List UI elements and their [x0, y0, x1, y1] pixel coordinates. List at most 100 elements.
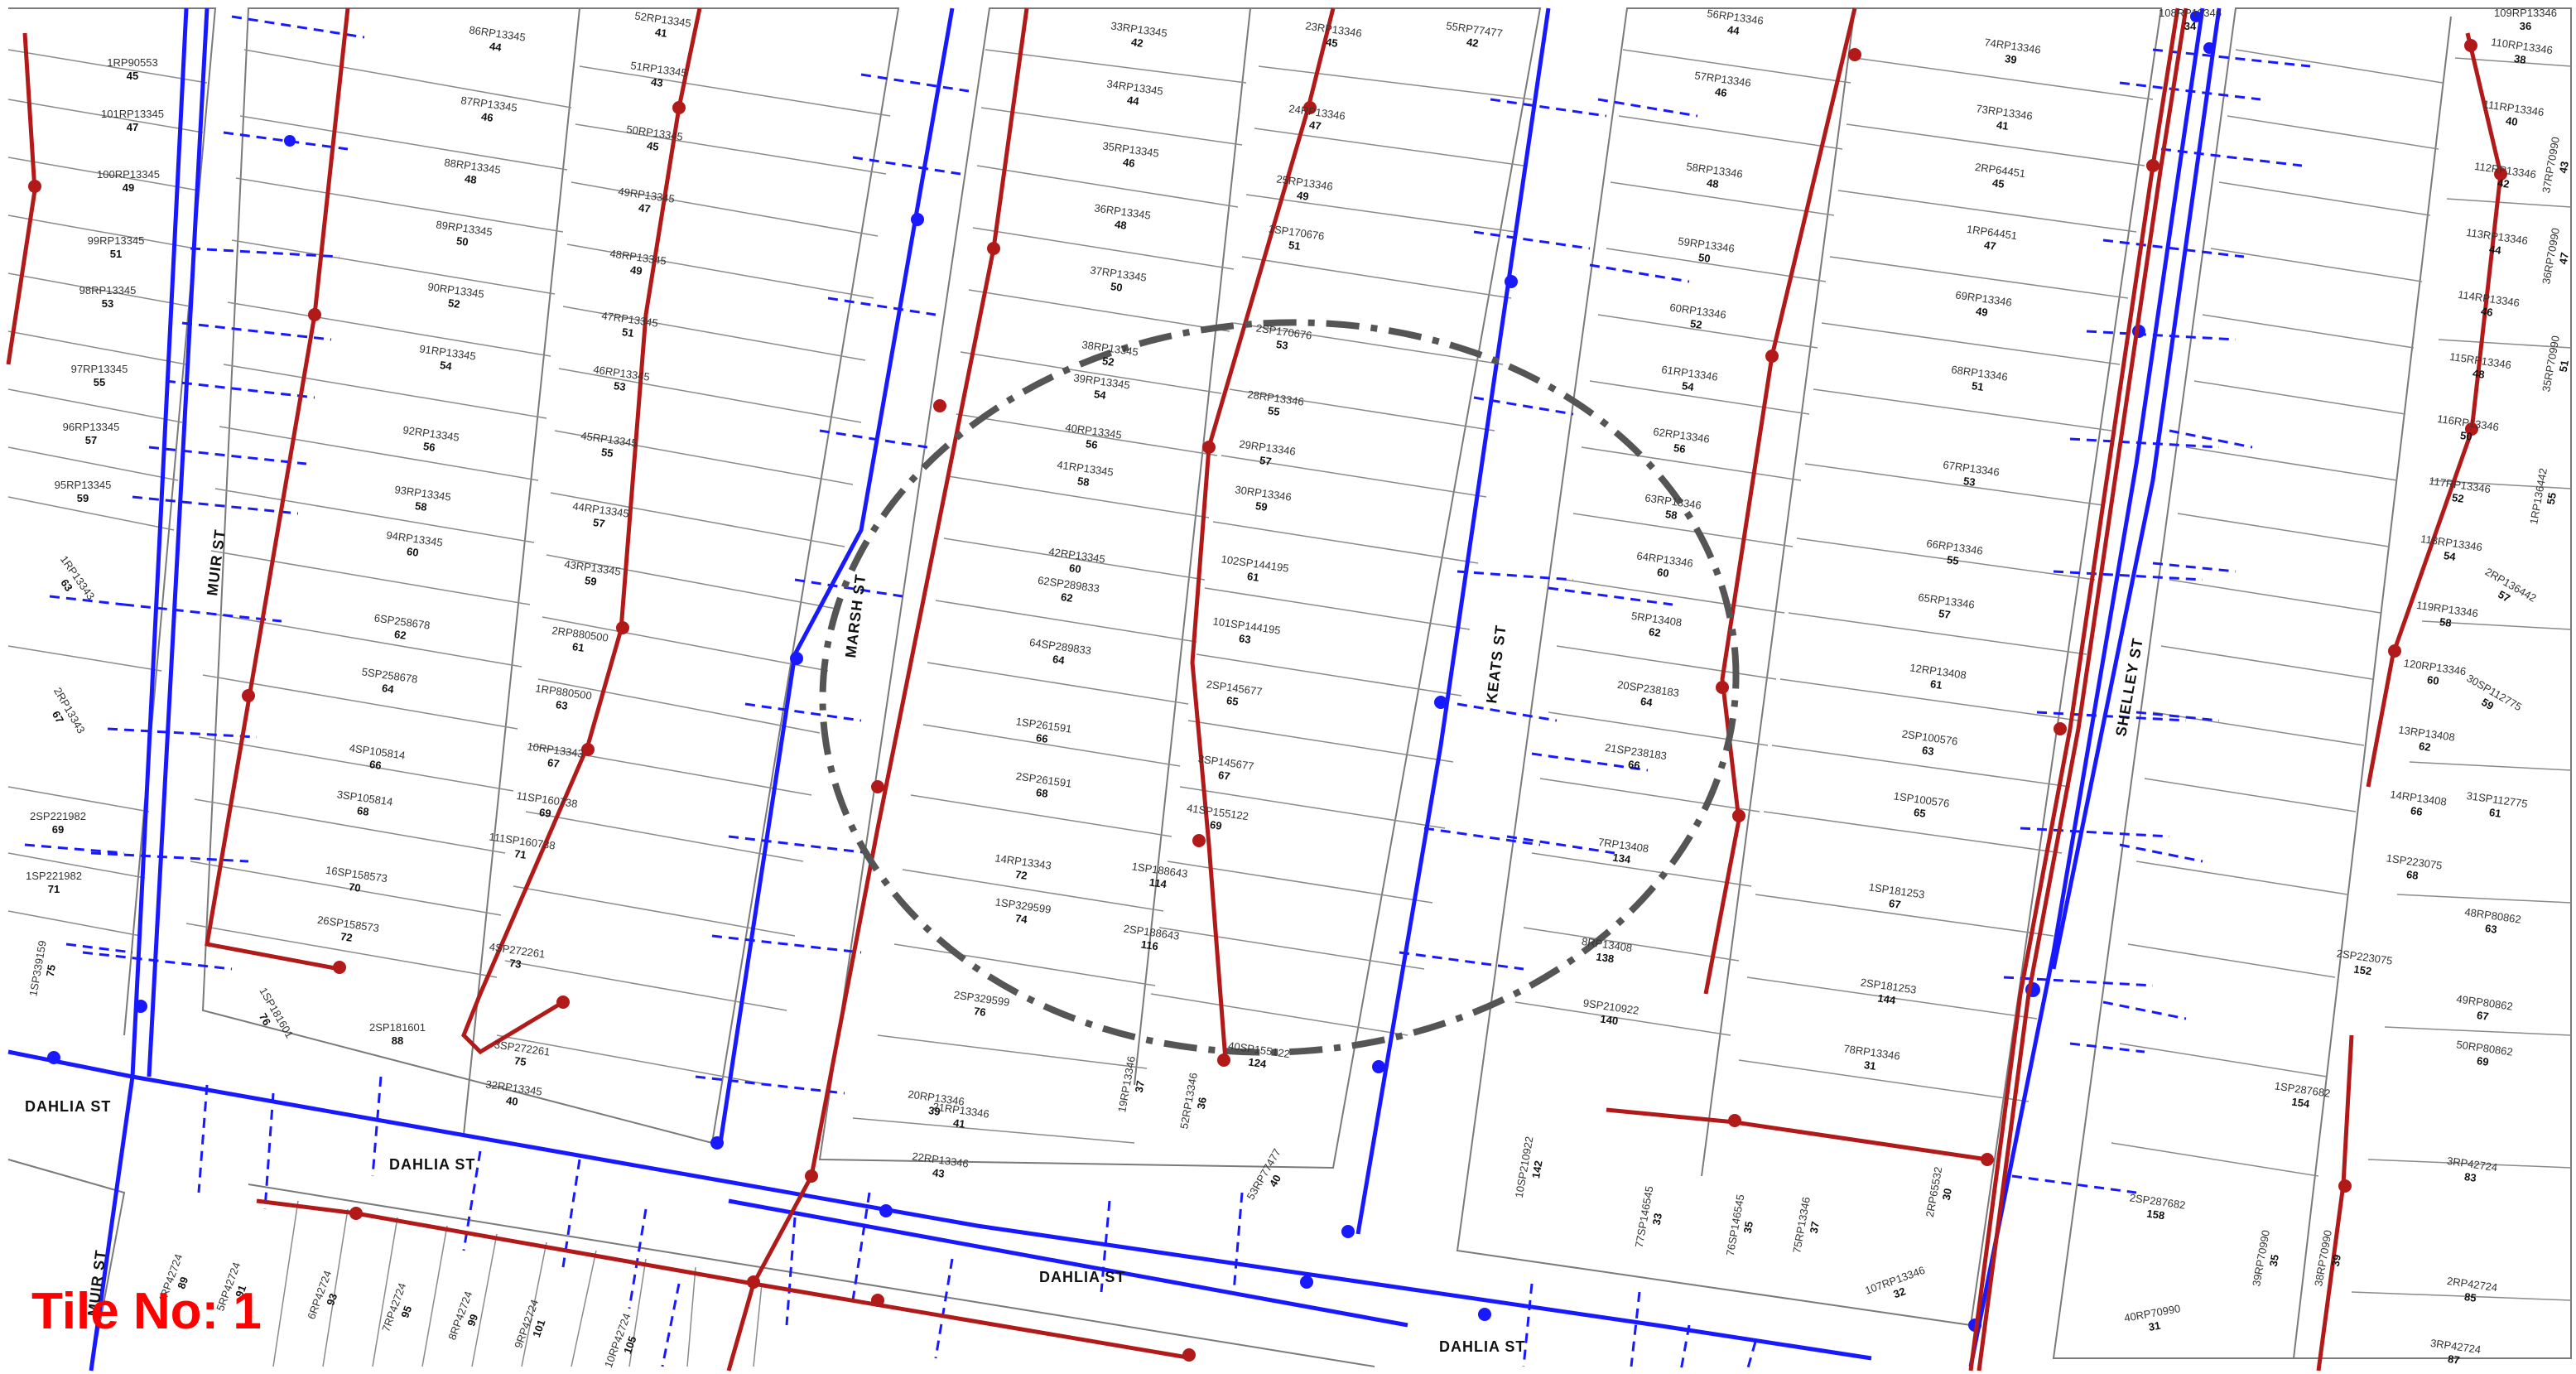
lot-street-number: 37	[1808, 1221, 1822, 1235]
lot-street-number: 71	[48, 883, 60, 895]
lot-street-number: 48	[464, 172, 477, 186]
lot-street-number: 49	[1975, 305, 1988, 319]
lot-street-number: 47	[2557, 252, 2571, 266]
lot-street-number: 134	[1612, 851, 1632, 865]
tile-number-label: Tile No: 1	[31, 1283, 262, 1340]
lot-street-number: 36	[1195, 1097, 1209, 1111]
lot-plan-number: 95RP13345	[55, 479, 112, 491]
lot-street-number: 66	[1627, 758, 1640, 772]
lot-street-number: 58	[414, 499, 427, 513]
lot-street-number: 89	[175, 1275, 190, 1291]
lot-street-number: 36	[2520, 20, 2531, 32]
lot-street-number: 52	[447, 296, 460, 311]
lot-street-number: 62	[1060, 591, 1073, 605]
lot-street-number: 64	[381, 682, 395, 696]
lot-street-number: 53	[1275, 338, 1288, 352]
lot-street-number: 158	[2146, 1207, 2166, 1222]
lot-street-number: 51	[1971, 379, 1984, 393]
street-label-dahlia-2: DAHLIA ST	[389, 1156, 475, 1173]
street-label-dahlia-1: DAHLIA ST	[25, 1098, 111, 1115]
lot-street-number: 45	[127, 70, 138, 82]
lot-street-number: 55	[1946, 553, 1959, 567]
lot-street-number: 43	[650, 75, 663, 89]
lot-street-number: 55	[94, 376, 105, 388]
water-valves	[47, 11, 2215, 1332]
lot-street-number: 45	[646, 139, 659, 153]
lot-street-number: 54	[1093, 388, 1107, 402]
lot-street-number: 51	[110, 248, 122, 260]
lot-plan-number: 99RP13345	[88, 234, 145, 247]
lot-street-number: 50	[1697, 251, 1711, 265]
lot-street-number: 57	[2496, 588, 2512, 605]
lot-street-number: 53	[613, 379, 626, 393]
street-label-dahlia-4: DAHLIA ST	[1439, 1338, 1525, 1355]
lot-street-number: 57	[85, 434, 97, 446]
lot-street-number: 41	[1996, 118, 2009, 133]
lot-plan-number: 1SP221982	[26, 870, 82, 882]
lot-street-number: 76	[257, 1011, 273, 1028]
lot-street-number: 64	[1052, 653, 1066, 667]
lot-street-number: 41	[654, 26, 667, 40]
lot-street-number: 57	[592, 516, 605, 530]
lot-street-number: 61	[1929, 677, 1943, 692]
lot-street-number: 75	[513, 1054, 527, 1068]
lot-street-number: 87	[2447, 1352, 2460, 1367]
lot-street-number: 58	[1076, 475, 1090, 489]
lot-street-number: 45	[1325, 36, 1338, 50]
lot-street-number: 45	[1991, 176, 2005, 190]
lot-street-number: 91	[233, 1284, 248, 1299]
lot-street-number: 101	[530, 1318, 548, 1339]
lot-street-number: 61	[571, 640, 585, 654]
lot-street-number: 31	[1863, 1058, 1876, 1073]
lot-street-number: 46	[2480, 305, 2493, 319]
lot-street-number: 60	[2426, 673, 2439, 687]
lot-street-number: 47	[638, 201, 651, 215]
lot-plan-number: 100RP13345	[97, 168, 160, 181]
lot-street-number: 54	[439, 359, 453, 373]
lot-street-number: 154	[2291, 1095, 2311, 1110]
lot-plan-number: 101RP13345	[101, 108, 164, 120]
lot-street-number: 63	[1238, 632, 1251, 646]
lot-street-number: 83	[2463, 1170, 2477, 1184]
lot-street-number: 55	[2545, 492, 2559, 506]
lot-street-number: 51	[1288, 239, 1301, 253]
lot-street-number: 57	[1259, 454, 1272, 468]
lot-street-number: 44	[1126, 94, 1140, 108]
lot-street-number: 31	[2148, 1319, 2162, 1333]
lot-street-number: 39	[927, 1104, 941, 1118]
lot-street-number: 34	[2184, 20, 2197, 32]
lot-street-number: 54	[2443, 549, 2457, 563]
lot-plan-number: 109RP13346	[2494, 7, 2557, 19]
lot-plan-number: 2SP181601	[369, 1021, 426, 1034]
lot-street-number: 52	[2451, 491, 2464, 505]
lot-street-number: 66	[368, 758, 382, 772]
lot-street-number: 48	[1706, 176, 1719, 190]
lot-street-number: 116	[1140, 938, 1159, 953]
lot-street-number: 32	[1892, 1285, 1908, 1300]
lot-street-number: 39	[2329, 1254, 2343, 1268]
lot-street-number: 54	[1681, 379, 1695, 393]
lot-street-number: 52	[1689, 317, 1702, 331]
lot-plan-number: 1RP90553	[107, 56, 157, 69]
lot-street-number: 59	[77, 492, 89, 504]
lot-street-number: 42	[1466, 36, 1479, 50]
lot-street-number: 63	[58, 576, 75, 593]
lot-street-number: 140	[1600, 1012, 1620, 1027]
lot-street-number: 49	[123, 181, 134, 194]
lot-street-number: 46	[1122, 156, 1135, 170]
lot-street-number: 40	[505, 1094, 518, 1108]
lot-street-number: 67	[2476, 1009, 2489, 1023]
lot-street-number: 62	[393, 628, 407, 642]
lot-street-number: 69	[538, 806, 551, 820]
lot-street-number: 44	[489, 40, 503, 54]
lot-street-number: 65	[1913, 806, 1926, 820]
sewer-manholes	[28, 39, 2507, 1362]
